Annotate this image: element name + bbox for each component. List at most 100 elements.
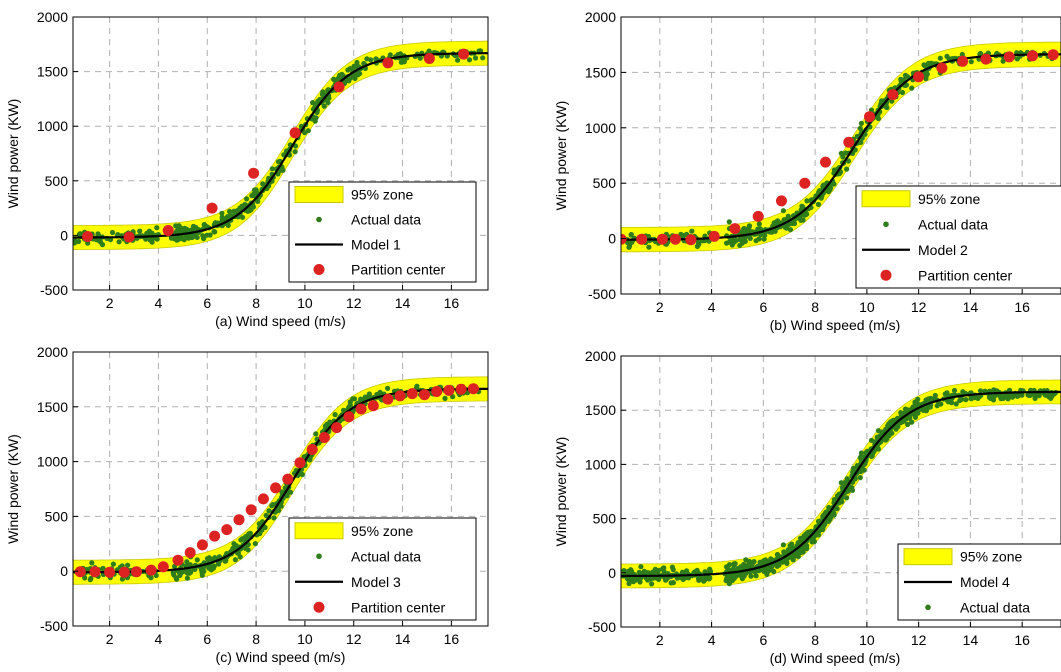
data-point: [776, 562, 782, 568]
x-tick-label: 2: [656, 632, 664, 648]
data-point: [480, 55, 486, 61]
data-point: [184, 559, 190, 565]
legend-data-marker: [925, 604, 931, 611]
x-tick-label: 4: [708, 299, 716, 315]
data-point: [266, 508, 272, 514]
data-point: [398, 59, 404, 65]
data-point: [232, 557, 238, 563]
data-point: [238, 537, 244, 543]
panel-b: 2 4 6 8 10 12 14 16 -500 0 500 1000 1500 2000 (b) Wind…: [553, 9, 1061, 333]
x-tick-label: 8: [252, 295, 260, 311]
data-point: [341, 407, 347, 413]
y-tick-label: 1500: [37, 399, 68, 415]
partition-center: [669, 233, 681, 245]
data-point: [98, 239, 104, 245]
y-tick-label: 0: [608, 231, 616, 247]
data-point: [625, 239, 631, 246]
data-point: [646, 244, 652, 250]
partition-center: [245, 504, 257, 516]
legend-label: 95% zone: [351, 523, 413, 539]
data-point: [1001, 393, 1008, 399]
data-point: [171, 572, 177, 578]
data-point: [455, 57, 461, 63]
data-point: [915, 396, 921, 402]
data-point: [635, 576, 642, 582]
partition-center: [382, 393, 394, 405]
data-point: [239, 205, 245, 211]
data-point: [312, 118, 318, 124]
x-tick-label: 12: [346, 631, 362, 647]
partition-center: [636, 233, 648, 245]
data-point: [219, 210, 225, 216]
y-tick-label: -500: [588, 619, 616, 635]
x-tick-label: 16: [1014, 632, 1030, 648]
y-tick-label: 2000: [585, 348, 616, 364]
data-point: [626, 580, 632, 587]
partition-center: [423, 53, 435, 64]
x-tick-label: 6: [759, 299, 767, 315]
partition-center: [145, 564, 157, 576]
data-point: [638, 564, 644, 570]
data-point: [332, 412, 338, 418]
data-point: [198, 567, 204, 573]
data-point: [820, 526, 826, 533]
legend-label: Model 1: [351, 237, 401, 253]
data-point: [220, 217, 226, 223]
x-tick-label: 6: [759, 632, 767, 648]
data-point: [625, 568, 631, 575]
partition-center: [1003, 51, 1015, 63]
data-point: [147, 237, 153, 243]
data-point: [249, 193, 255, 199]
data-point: [233, 543, 239, 549]
x-tick-label: 16: [444, 295, 460, 311]
data-point: [199, 572, 205, 578]
data-point: [765, 567, 772, 573]
partition-center: [233, 514, 245, 526]
data-point: [937, 55, 943, 61]
partition-center: [394, 390, 406, 402]
data-point: [331, 76, 337, 82]
data-point: [368, 57, 374, 63]
data-point: [723, 564, 730, 570]
data-point: [661, 569, 667, 575]
partition-center: [118, 566, 130, 578]
y-tick-label: 0: [60, 227, 68, 243]
data-point: [670, 580, 677, 586]
data-point: [849, 485, 855, 491]
data-point: [313, 431, 319, 437]
panel-a: 2 4 6 8 10 12 14 16 -500 0 500 1000 1500 2000 (a) Wind…: [5, 9, 489, 329]
legend-label: 95% zone: [351, 187, 413, 203]
data-point: [901, 418, 907, 424]
data-point: [791, 220, 798, 227]
data-point: [909, 85, 915, 91]
data-point: [858, 139, 864, 145]
partition-center: [206, 202, 218, 214]
data-point: [815, 201, 822, 207]
data-point: [245, 547, 251, 553]
partition-center: [123, 231, 135, 243]
partition-center: [776, 195, 787, 207]
x-tick-label: 12: [911, 299, 927, 315]
data-point: [366, 393, 372, 399]
data-point: [649, 581, 655, 587]
data-point: [201, 221, 207, 228]
data-point: [251, 187, 258, 193]
partition-center: [752, 210, 764, 222]
partition-center: [162, 225, 174, 236]
panel-c: 2 4 6 8 10 12 14 16 -500 0 500 1000 1500 2000 (c) Wind…: [5, 344, 489, 665]
data-point: [652, 566, 658, 573]
data-point: [321, 103, 327, 109]
x-tick-label: 8: [811, 299, 819, 315]
data-point: [858, 120, 865, 126]
y-tick-label: 2000: [585, 9, 616, 25]
x-tick-label: 14: [963, 632, 979, 648]
data-point: [831, 167, 838, 173]
partition-center: [257, 493, 269, 505]
partition-center: [306, 444, 318, 455]
data-point: [731, 562, 737, 568]
data-point: [707, 566, 713, 572]
x-tick-label: 6: [203, 631, 211, 647]
data-point: [271, 515, 277, 521]
x-tick-label: 14: [395, 295, 411, 311]
data-point: [861, 467, 867, 473]
